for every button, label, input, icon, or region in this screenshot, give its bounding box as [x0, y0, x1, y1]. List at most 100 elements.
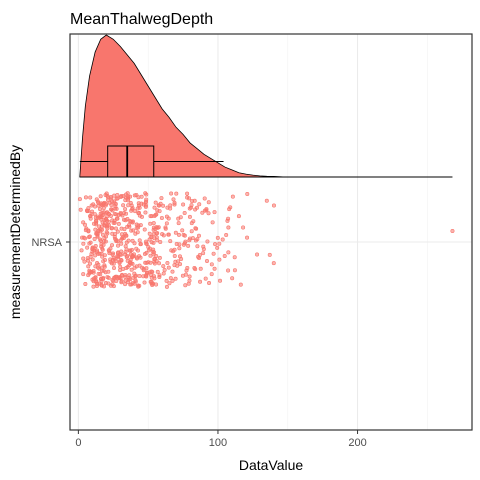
data-point — [133, 231, 138, 236]
data-point — [138, 255, 143, 260]
x-tick-label: 0 — [75, 437, 81, 449]
data-point — [106, 269, 111, 274]
y-axis-title: measurementDeterminedBy — [7, 145, 23, 319]
data-point — [119, 280, 124, 285]
data-point — [220, 237, 225, 242]
data-point — [202, 196, 207, 201]
data-point — [101, 259, 106, 264]
data-point — [264, 198, 269, 203]
data-point — [271, 261, 276, 266]
data-point — [205, 239, 210, 244]
data-point — [209, 262, 214, 267]
data-point — [143, 210, 148, 215]
data-point — [116, 221, 121, 226]
x-tick-label: 200 — [348, 437, 366, 449]
data-point — [130, 219, 135, 224]
data-point — [183, 283, 188, 288]
data-point — [118, 264, 123, 269]
data-point — [86, 258, 91, 263]
data-point — [148, 214, 153, 219]
data-point — [116, 243, 121, 248]
data-point — [204, 258, 209, 263]
data-point — [230, 194, 235, 199]
data-point — [119, 241, 124, 246]
data-point — [186, 243, 191, 248]
data-point — [154, 235, 159, 240]
data-point — [81, 235, 86, 240]
data-point — [114, 196, 119, 201]
data-point — [185, 191, 190, 196]
data-point — [96, 203, 101, 208]
data-point — [118, 238, 123, 243]
data-point — [98, 238, 103, 243]
data-point — [215, 235, 220, 240]
data-point — [112, 193, 117, 198]
data-point — [115, 229, 120, 234]
data-point — [103, 192, 108, 197]
data-point — [106, 248, 111, 253]
data-point — [124, 247, 129, 252]
data-point — [91, 284, 96, 289]
data-point — [152, 259, 157, 264]
data-point — [191, 219, 196, 224]
data-point — [123, 282, 128, 287]
data-point — [119, 232, 124, 237]
data-point — [116, 255, 121, 260]
data-point — [87, 271, 92, 276]
data-point — [99, 282, 104, 287]
data-point — [149, 235, 154, 240]
data-point — [161, 264, 166, 269]
data-point — [127, 273, 132, 278]
data-point — [169, 191, 174, 196]
data-point — [186, 281, 191, 286]
data-point — [111, 265, 116, 270]
data-point — [173, 230, 178, 235]
data-point — [110, 243, 115, 248]
data-point — [129, 203, 134, 208]
data-point — [101, 277, 106, 282]
data-point — [169, 248, 174, 253]
data-point — [217, 257, 222, 262]
data-point — [119, 194, 124, 199]
data-point — [236, 214, 241, 219]
data-point — [95, 281, 100, 286]
data-point — [168, 276, 173, 281]
data-point — [157, 261, 162, 266]
data-point — [111, 284, 116, 289]
data-point — [99, 201, 104, 206]
data-point — [88, 214, 93, 219]
data-point — [226, 250, 231, 255]
data-point — [137, 238, 142, 243]
data-point — [98, 207, 103, 212]
data-point — [93, 227, 98, 232]
boxplot-layer — [79, 145, 453, 178]
data-point — [185, 195, 190, 200]
data-point — [160, 232, 165, 237]
data-point — [181, 232, 186, 237]
data-point — [122, 211, 127, 216]
data-point — [108, 195, 113, 200]
data-point — [115, 216, 120, 221]
data-point — [212, 266, 217, 271]
data-point — [99, 251, 104, 256]
y-axis: NRSA — [31, 237, 70, 249]
data-point — [105, 226, 110, 231]
data-point — [153, 227, 158, 232]
data-point — [151, 232, 156, 237]
data-point — [130, 261, 135, 266]
density-curve — [79, 34, 285, 178]
data-point — [79, 248, 84, 253]
data-point — [152, 213, 157, 218]
data-point — [170, 269, 175, 274]
data-point — [245, 235, 250, 240]
data-point — [209, 272, 214, 277]
data-point — [230, 276, 235, 281]
data-point — [189, 229, 194, 234]
data-point — [183, 272, 188, 277]
data-point — [187, 274, 192, 279]
data-point — [121, 203, 126, 208]
data-point — [157, 273, 162, 278]
data-point — [215, 245, 220, 250]
data-point — [107, 212, 112, 217]
data-point — [190, 199, 195, 204]
